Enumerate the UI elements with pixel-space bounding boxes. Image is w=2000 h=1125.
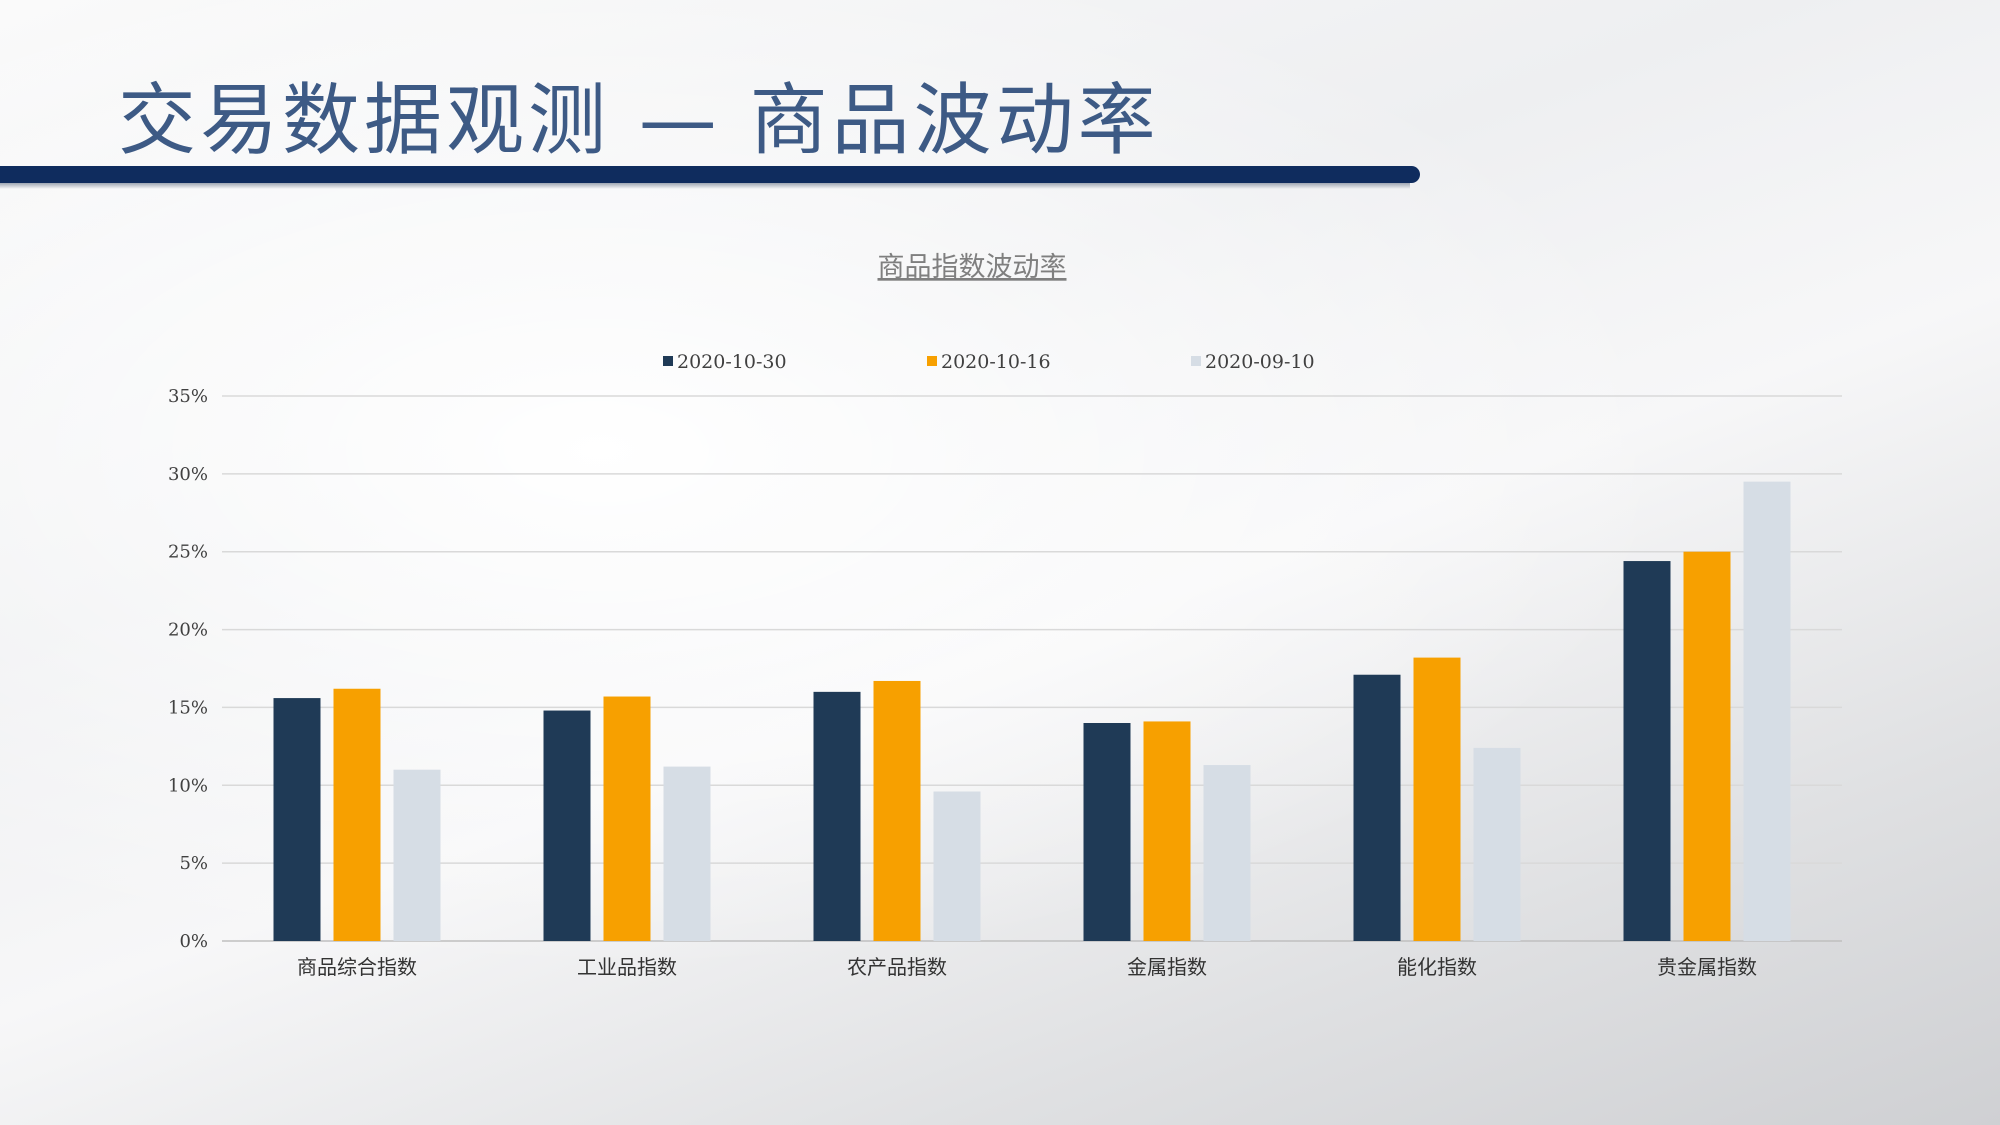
y-tick-label: 30% [168,464,208,485]
bar-1-4 [1083,723,1131,941]
bar-3-4 [1203,765,1251,941]
x-category-label: 金属指数 [1127,955,1207,979]
bar-3-5 [1473,747,1521,941]
title-bar [0,166,1420,183]
legend: 2020-10-30 2020-10-16 2020-09-10 [663,351,1315,373]
y-tick-label: 25% [168,542,208,563]
y-tick-label: 5% [179,853,208,874]
x-category-label: 工业品指数 [577,955,677,979]
slide-title: 交易数据观测 — 商品波动率 [118,76,1160,166]
bar-1-3 [813,691,861,941]
x-category-label: 商品综合指数 [297,955,417,979]
gridlines [222,395,1842,942]
y-tick-label: 20% [168,620,208,641]
bar-3-3 [933,791,981,941]
bar-2-5 [1413,657,1461,941]
legend-swatch [1191,356,1201,366]
bar-2-1 [333,688,381,941]
legend-label: 2020-09-10 [1205,351,1315,373]
bar-1-6 [1623,561,1671,941]
legend-label: 2020-10-30 [677,351,787,373]
title-bar-shadow [0,183,1410,189]
bar-2-6 [1683,551,1731,941]
legend-swatch [663,356,673,366]
y-tick-label: 35% [168,386,208,407]
bar-2-3 [873,680,921,941]
chart-title: 商品指数波动率 [878,252,1067,283]
bar-2-4 [1143,721,1191,941]
y-tick-label: 15% [168,697,208,718]
x-category-label: 能化指数 [1397,955,1477,979]
bar-3-2 [663,766,711,941]
bar-3-6 [1743,481,1791,941]
y-axis-ticks: 0% 5% 10% 15% 20% 25% 30% 35% [168,386,208,952]
bar-3-1 [393,769,441,941]
y-tick-label: 10% [168,775,208,796]
bar-1-5 [1353,674,1401,941]
legend-swatch [927,356,937,366]
x-axis-labels: 商品综合指数 工业品指数 农产品指数 金属指数 能化指数 贵金属指数 [297,955,1757,979]
bars [273,481,1791,941]
legend-label: 2020-10-16 [941,351,1051,373]
y-tick-label: 0% [179,931,208,952]
bar-1-1 [273,698,321,941]
x-category-label: 农产品指数 [847,955,947,979]
bar-2-2 [603,696,651,941]
x-category-label: 贵金属指数 [1657,955,1757,979]
bar-1-2 [543,710,591,941]
